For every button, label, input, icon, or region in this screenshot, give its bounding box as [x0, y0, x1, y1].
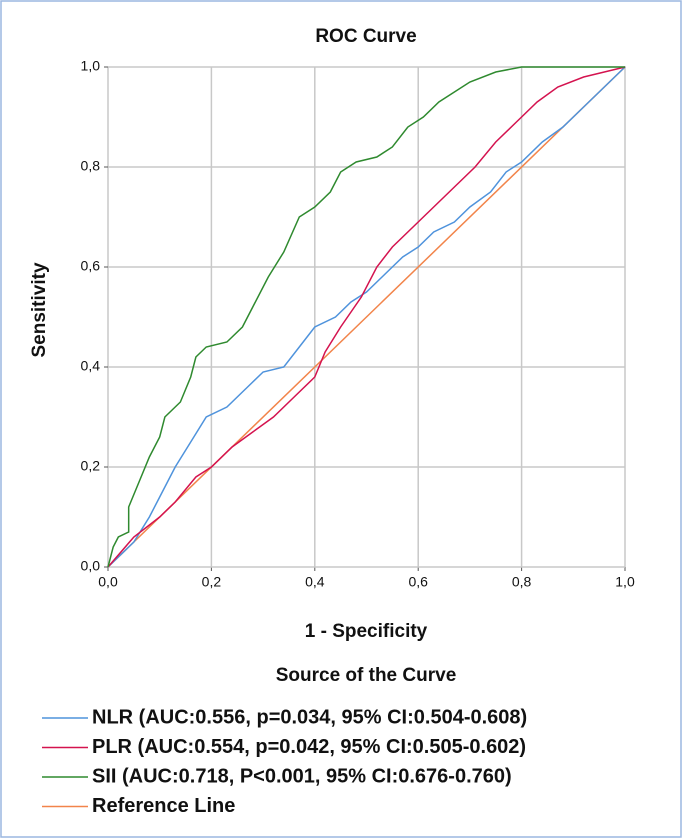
y-tick-label: 0,2: [81, 458, 101, 474]
y-tick-label: 0,8: [81, 158, 101, 174]
x-tick-label: 0,4: [305, 574, 325, 590]
roc-line: [107, 66, 626, 568]
y-tick-label: 0,4: [81, 358, 101, 374]
x-axis-title: 1 - Specificity: [305, 621, 428, 642]
chart-title: ROC Curve: [315, 26, 416, 47]
legend-label: NLR (AUC:0.556, p=0.034, 95% CI:0.504-0.…: [92, 706, 527, 728]
legend-label: SII (AUC:0.718, P<0.001, 95% CI:0.676-0.…: [92, 765, 512, 787]
roc-line: [107, 66, 625, 568]
x-tick-label: 1,0: [615, 574, 635, 590]
y-tick-label: 0,6: [81, 258, 101, 274]
x-tick-label: 0,0: [98, 574, 118, 590]
x-tick-label: 0,6: [408, 574, 428, 590]
legend-label: PLR (AUC:0.554, p=0.042, 95% CI:0.505-0.…: [92, 736, 526, 758]
legend-title: Source of the Curve: [276, 665, 457, 686]
y-axis-title: Sensitivity: [29, 262, 50, 357]
x-tick-label: 0,2: [202, 574, 222, 590]
roc-line: [107, 66, 626, 568]
legend-label: Reference Line: [92, 795, 235, 817]
roc-line: [107, 66, 626, 568]
y-tick-label: 1,0: [81, 58, 101, 74]
x-tick-label: 0,8: [512, 574, 532, 590]
y-tick-label: 0,0: [81, 558, 101, 574]
